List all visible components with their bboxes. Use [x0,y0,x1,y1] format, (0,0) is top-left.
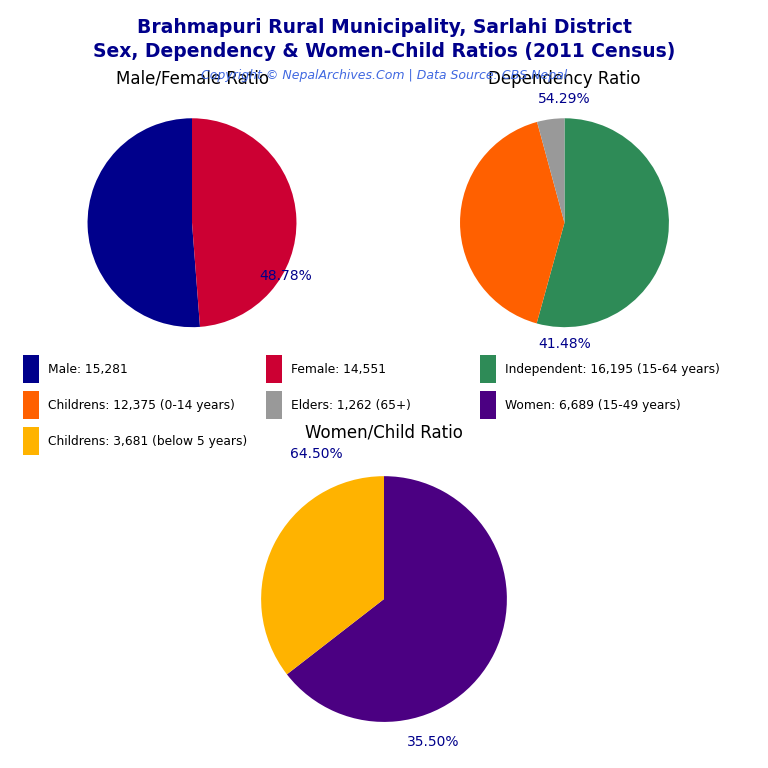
Bar [266,392,283,419]
Text: 35.50%: 35.50% [407,736,459,750]
Wedge shape [537,118,564,223]
Text: Male: 15,281: Male: 15,281 [48,363,127,376]
Title: Women/Child Ratio: Women/Child Ratio [305,423,463,441]
Text: 41.48%: 41.48% [538,337,591,351]
Bar [23,392,39,419]
Text: 64.50%: 64.50% [290,447,343,461]
Text: 48.78%: 48.78% [260,269,313,283]
Text: Childrens: 12,375 (0-14 years): Childrens: 12,375 (0-14 years) [48,399,235,412]
Text: 4.23%: 4.23% [0,767,1,768]
Title: Dependency Ratio: Dependency Ratio [488,70,641,88]
Wedge shape [537,118,669,327]
Wedge shape [287,476,507,722]
Text: Childrens: 3,681 (below 5 years): Childrens: 3,681 (below 5 years) [48,435,247,448]
Text: Female: 14,551: Female: 14,551 [291,363,386,376]
Bar [266,356,283,383]
Text: 51.22%: 51.22% [134,170,187,184]
Bar [23,356,39,383]
Text: Sex, Dependency & Women-Child Ratios (2011 Census): Sex, Dependency & Women-Child Ratios (20… [93,42,675,61]
Bar [23,427,39,455]
Bar [480,392,496,419]
Text: Copyright © NepalArchives.Com | Data Source: CBS Nepal: Copyright © NepalArchives.Com | Data Sou… [201,69,567,82]
Wedge shape [192,118,296,327]
Bar [480,356,496,383]
Text: 54.29%: 54.29% [538,91,591,106]
Text: Brahmapuri Rural Municipality, Sarlahi District: Brahmapuri Rural Municipality, Sarlahi D… [137,18,631,37]
Text: Women: 6,689 (15-49 years): Women: 6,689 (15-49 years) [505,399,680,412]
Wedge shape [460,122,564,323]
Text: Elders: 1,262 (65+): Elders: 1,262 (65+) [291,399,411,412]
Text: Independent: 16,195 (15-64 years): Independent: 16,195 (15-64 years) [505,363,720,376]
Wedge shape [88,118,200,327]
Wedge shape [261,476,384,674]
Title: Male/Female Ratio: Male/Female Ratio [115,70,269,88]
